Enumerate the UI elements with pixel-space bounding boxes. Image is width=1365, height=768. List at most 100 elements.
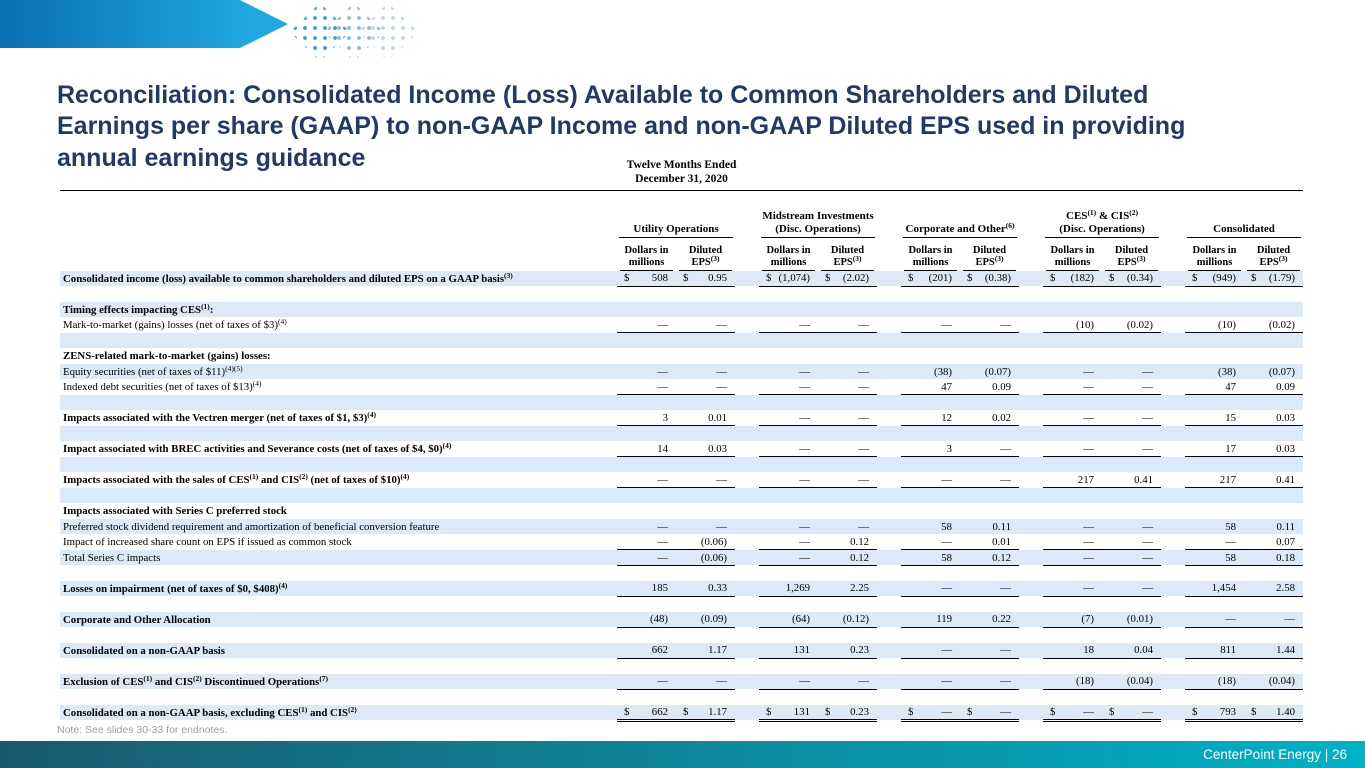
- table-row: Impact associated with BREC activities a…: [60, 441, 1304, 458]
- value-cell: —: [960, 441, 1019, 458]
- spacer-cell: [1161, 410, 1185, 426]
- value-cell: [960, 348, 1019, 364]
- value-cell: 1.17: [676, 642, 735, 659]
- value-cell: —: [858, 520, 869, 533]
- value-cell: [759, 689, 818, 705]
- value-cell: (0.07): [1268, 365, 1296, 378]
- table-row: Consolidated on a non-GAAP basis 662 1.17 1…: [60, 642, 1304, 659]
- value-cell: [818, 658, 877, 674]
- value-cell: [1043, 596, 1102, 612]
- row-label: [60, 333, 617, 349]
- value-cell: (0.04): [1102, 673, 1161, 690]
- row-label: Exclusion of CES(1) and CIS(2) Discontin…: [63, 673, 329, 688]
- value-cell: $0.95: [676, 270, 735, 287]
- spacer-cell: [1019, 441, 1043, 457]
- value-cell: 3: [617, 410, 676, 427]
- value-cell: [818, 596, 877, 612]
- value-cell: [759, 286, 818, 302]
- slide-title-line: Earnings per share (GAAP) to non-GAAP In…: [57, 112, 1186, 141]
- value-cell: —: [1083, 520, 1094, 533]
- value-cell: $508: [617, 270, 676, 287]
- value-cell: [1102, 286, 1161, 302]
- value-cell: [901, 302, 960, 318]
- table-row: Impacts associated with Series C preferr…: [60, 503, 1303, 519]
- value-cell: 1,454: [1185, 580, 1244, 597]
- spacer-cell: [1161, 488, 1185, 504]
- value-cell: [901, 488, 960, 504]
- value-cell: [960, 426, 1019, 442]
- spacer-cell: [735, 581, 759, 597]
- value-cell: —: [1142, 365, 1153, 378]
- spacer-cell: [1161, 658, 1185, 674]
- value-cell: 18: [1043, 642, 1102, 659]
- value-cell: —: [716, 365, 727, 378]
- row-label: Total Series C impacts: [63, 551, 161, 564]
- spacer-cell: [877, 519, 901, 535]
- spacer-cell: [1161, 457, 1185, 473]
- value-cell: [1244, 395, 1303, 411]
- spacer-cell: [735, 457, 759, 473]
- spacer-cell: [877, 705, 901, 721]
- spacer-cell: [735, 364, 759, 380]
- value-cell: —: [799, 520, 810, 533]
- spacer-cell: [1161, 317, 1185, 333]
- row-label: Impact of increased share count on EPS i…: [63, 536, 352, 548]
- table-row: Impacts associated with the sales of CES…: [60, 472, 1304, 489]
- value-cell: 0.12: [818, 549, 877, 566]
- value-cell: 17: [1185, 441, 1244, 458]
- value-cell: [617, 503, 676, 519]
- value-cell: $ (201): [901, 270, 960, 287]
- spacer-cell: [877, 317, 901, 333]
- value-cell: [617, 348, 676, 364]
- spacer-cell: [1019, 302, 1043, 318]
- spacer-cell: [877, 658, 901, 674]
- value-cell: —: [759, 379, 818, 396]
- value-cell: —: [858, 365, 869, 378]
- spacer-cell: [735, 534, 759, 550]
- spacer-cell: [1019, 488, 1043, 504]
- spacer-cell: [1019, 333, 1043, 349]
- value-cell: [901, 627, 960, 643]
- value-cell: 3: [901, 441, 960, 458]
- value-cell: [676, 565, 735, 581]
- value-cell: (38): [1218, 365, 1236, 378]
- spacer-cell: [735, 426, 759, 442]
- table-row: Consolidated income (loss) available to …: [60, 270, 1304, 287]
- spacer-cell: [1019, 426, 1043, 442]
- table-row: [60, 596, 1303, 612]
- subcolumn-header: Dollars in millions: [1043, 238, 1102, 271]
- value-cell: $ (1.79): [1244, 270, 1304, 287]
- spacer-cell: [735, 643, 759, 659]
- value-cell: —: [1142, 520, 1153, 533]
- value-cell: [901, 565, 960, 581]
- financial-table: Twelve Months Ended December 31, 2020 Util…: [60, 155, 1304, 722]
- value-cell: 119: [901, 611, 960, 628]
- value-cell: $ (0.34): [1102, 270, 1161, 287]
- value-cell: [818, 503, 877, 519]
- value-cell: 0.03: [1244, 410, 1304, 427]
- value-cell: [676, 658, 735, 674]
- spacer-cell: [735, 271, 759, 287]
- spacer-cell: [1019, 271, 1043, 287]
- row-label: Impacts associated with the sales of CES…: [63, 472, 410, 486]
- value-cell: [818, 457, 877, 473]
- spacer-cell: [1019, 348, 1043, 364]
- value-cell: —: [960, 673, 1019, 690]
- row-label: Impact associated with BREC activities a…: [63, 441, 452, 455]
- value-cell: [901, 426, 960, 442]
- value-cell: [676, 596, 735, 612]
- spacer-cell: [735, 689, 759, 705]
- value-cell: [1043, 302, 1102, 318]
- value-cell: —: [657, 365, 668, 378]
- spacer-cell: [1161, 395, 1185, 411]
- subcolumn-header: Dollars in millions: [759, 238, 818, 271]
- table-row: [60, 286, 1303, 302]
- row-label: Consolidated on a non-GAAP basis: [63, 644, 225, 657]
- value-cell: [1185, 457, 1244, 473]
- value-cell: [901, 348, 960, 364]
- spacer-cell: [1019, 519, 1043, 535]
- table-row: Exclusion of CES(1) and CIS(2) Discontin…: [60, 673, 1304, 690]
- value-cell: [1043, 565, 1102, 581]
- value-cell: 0.11: [992, 520, 1012, 533]
